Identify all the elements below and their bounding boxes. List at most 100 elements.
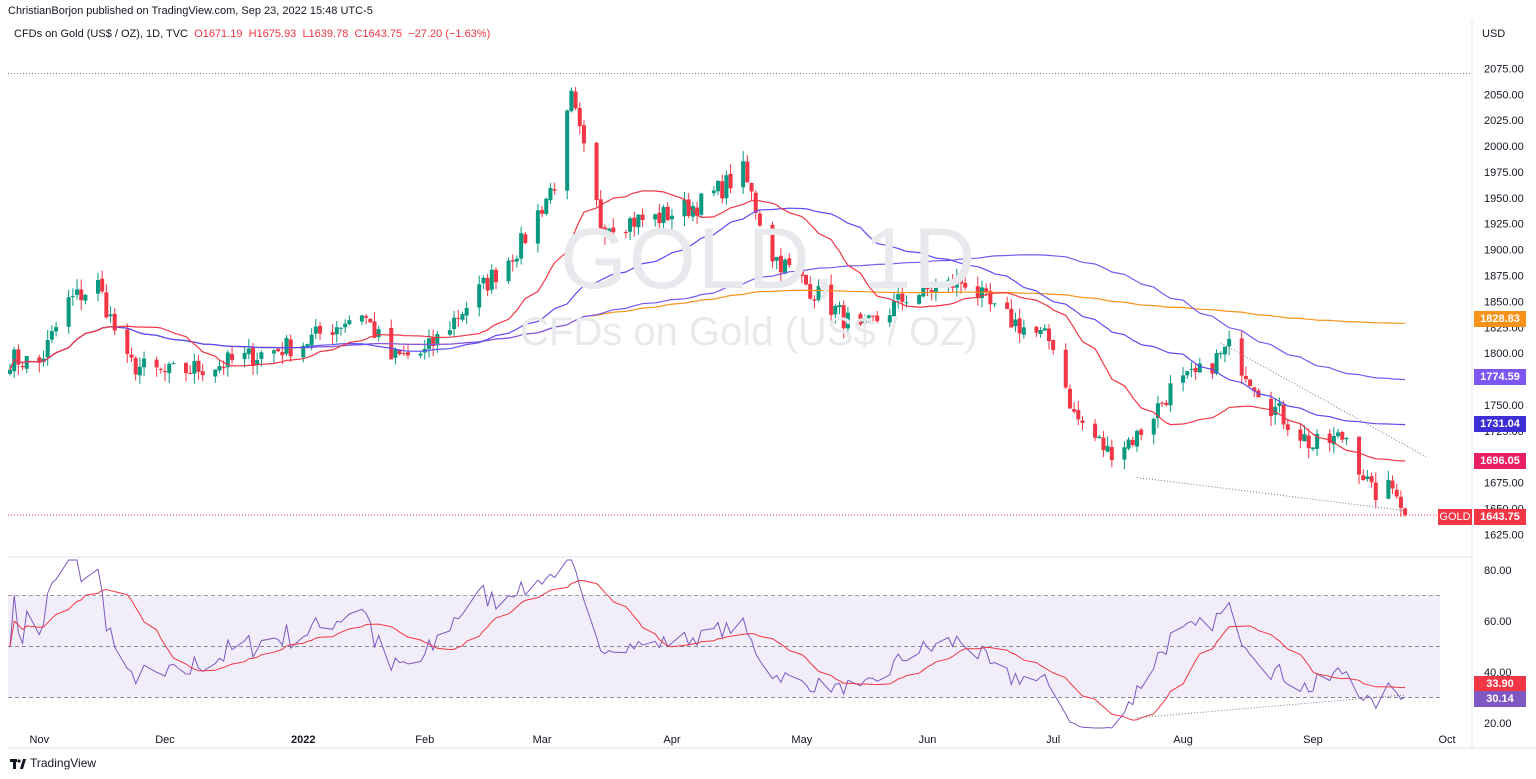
candle-up — [887, 315, 892, 323]
candle-down — [1361, 475, 1366, 481]
candle-down — [1109, 447, 1114, 461]
candle-up — [669, 215, 674, 220]
publish-info: ChristianBorjon published on TradingView… — [8, 5, 373, 17]
price-tick-label: 2000.00 — [1484, 141, 1524, 153]
candle-down — [104, 292, 109, 318]
candle-up — [1134, 430, 1139, 447]
candle-down — [1139, 429, 1144, 436]
candle-down — [770, 224, 775, 262]
candle-up — [452, 317, 457, 330]
candle-up — [301, 345, 306, 358]
candle-down — [929, 290, 934, 293]
candle-down — [100, 278, 105, 292]
candle-down — [858, 313, 863, 325]
support-trendline — [1136, 476, 1406, 512]
candle-up — [1122, 447, 1127, 460]
candle-up — [447, 330, 452, 335]
candle-down — [573, 91, 578, 109]
candle-up — [711, 190, 716, 194]
candle-down — [1357, 436, 1362, 475]
last-price-label: 1643.75 — [1474, 509, 1526, 525]
candle-down — [925, 283, 930, 290]
candle-down — [158, 368, 163, 370]
rsi-signal-label: 33.90 — [1474, 676, 1526, 692]
candle-up — [393, 349, 398, 358]
candle-up — [347, 320, 352, 325]
candles-group — [8, 87, 1408, 517]
candle-up — [565, 110, 570, 191]
candle-down — [1072, 409, 1077, 412]
candle-up — [489, 269, 494, 290]
candle-down — [1239, 338, 1244, 376]
candle-down — [1403, 508, 1408, 516]
candle-down — [1051, 340, 1056, 350]
candle-down — [686, 199, 691, 216]
candle-up — [816, 285, 821, 301]
rsi-signal-line — [9, 579, 1406, 721]
candle-down — [79, 289, 84, 301]
candle-up — [83, 294, 88, 301]
candle-down — [1298, 429, 1303, 441]
candle-down — [1009, 308, 1014, 328]
candle-down — [829, 284, 834, 316]
candle-down — [552, 189, 557, 191]
change-value: −27.20 (−1.63%) — [408, 28, 491, 40]
candle-down — [594, 142, 599, 201]
sma200-price-label: 1828.83 — [1474, 311, 1526, 327]
candle-up — [481, 277, 486, 284]
candle-up — [24, 356, 29, 369]
candle-up — [1336, 432, 1341, 437]
candle-down — [1164, 402, 1169, 405]
candle-down — [280, 351, 285, 356]
price-tick-label: 2025.00 — [1484, 115, 1524, 127]
candle-down — [230, 353, 235, 361]
candle-down — [510, 260, 515, 262]
candle-down — [778, 255, 783, 273]
candle-up — [1277, 403, 1282, 407]
candle-up — [95, 280, 100, 294]
candle-down — [787, 258, 792, 266]
candle-down — [401, 353, 406, 355]
candle-down — [1046, 328, 1051, 342]
candle-up — [661, 207, 666, 223]
candle-up — [426, 338, 431, 349]
candle-down — [984, 288, 989, 292]
candle-down — [1005, 302, 1010, 309]
candle-down — [221, 366, 226, 369]
candle-down — [431, 337, 436, 346]
candle-up — [544, 198, 549, 215]
candle-up — [724, 175, 729, 199]
candle-down — [406, 352, 411, 356]
candle-down — [368, 318, 373, 323]
rsi-label: 30.14 — [1474, 691, 1526, 707]
time-tick-label: May — [791, 734, 812, 746]
candle-up — [535, 210, 540, 244]
candle-up — [506, 260, 511, 282]
footer-brand[interactable]: TradingView — [10, 756, 96, 770]
time-tick-label: Apr — [663, 734, 680, 746]
candle-down — [959, 278, 964, 284]
time-tick-label: 2022 — [291, 734, 315, 746]
candle-up — [460, 314, 465, 320]
candle-up — [1302, 434, 1307, 442]
time-tick-label: Feb — [415, 734, 434, 746]
candle-down — [728, 174, 733, 189]
time-tick-label: Sep — [1303, 734, 1323, 746]
candle-down — [250, 347, 255, 366]
candle-up — [259, 352, 264, 359]
time-tick-label: Jun — [919, 734, 937, 746]
candle-up — [653, 214, 658, 220]
candle-down — [188, 372, 193, 374]
time-tick-label: Oct — [1438, 734, 1455, 746]
candle-up — [246, 348, 251, 355]
candle-down — [640, 214, 645, 220]
candle-up — [741, 161, 746, 188]
candle-up — [862, 317, 867, 324]
sma20-line — [9, 190, 1406, 462]
sma20-price-label: 1696.05 — [1474, 453, 1526, 469]
candle-up — [45, 340, 50, 358]
candle-down — [1063, 349, 1068, 388]
candle-down — [485, 277, 490, 291]
